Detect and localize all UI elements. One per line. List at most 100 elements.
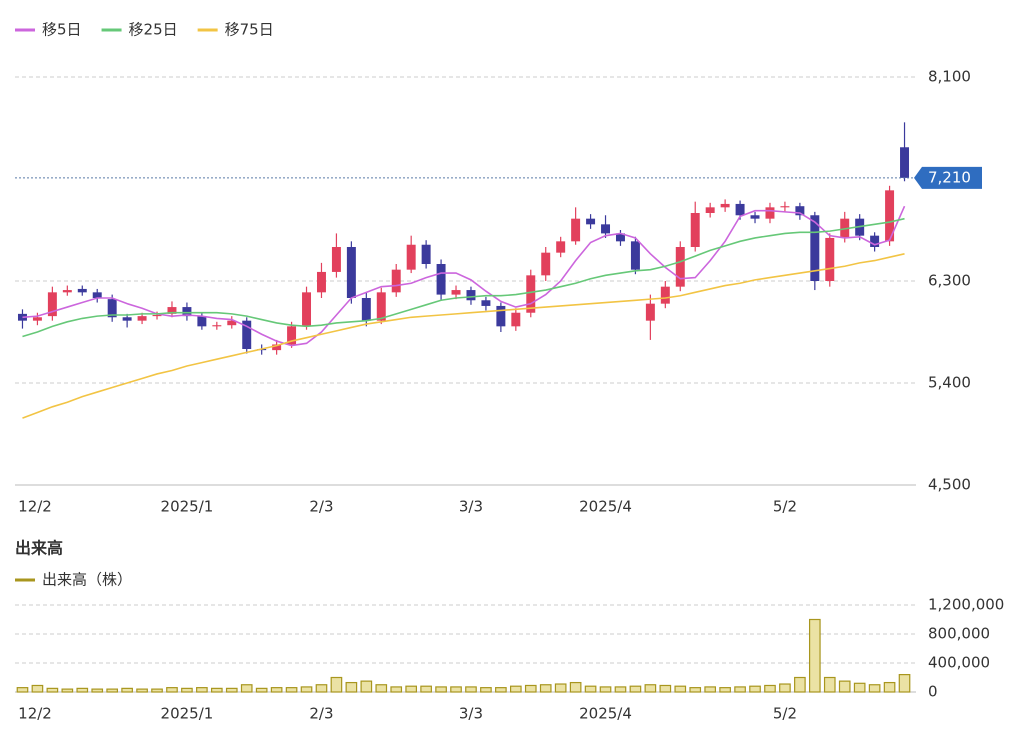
- candle-body: [107, 299, 117, 318]
- volume-bar: [524, 684, 537, 693]
- volume-bar: [808, 618, 821, 693]
- volume-bar: [764, 684, 776, 693]
- volume-bar: [225, 687, 238, 693]
- candle-body: [705, 207, 715, 213]
- candle-body: [167, 307, 177, 314]
- candle-body: [92, 292, 102, 298]
- candle-body: [17, 313, 27, 321]
- candle-body: [690, 213, 700, 247]
- volume-bar: [375, 684, 388, 693]
- volume-bar: [300, 686, 313, 693]
- candle-body: [436, 264, 446, 295]
- volume-bar: [465, 686, 477, 693]
- x-tick-label: 2/3: [309, 705, 333, 723]
- volume-bar: [31, 684, 44, 693]
- y-tick-label: 8,100: [928, 68, 971, 86]
- candle-body: [511, 312, 521, 327]
- ma-line: [22, 217, 905, 338]
- volume-bar: [734, 686, 746, 693]
- volume-bar: [46, 687, 59, 693]
- candle-body: [735, 203, 745, 216]
- volume-bar: [554, 683, 567, 693]
- volume-bar: [868, 684, 881, 693]
- x-tick-label: 2025/4: [579, 705, 632, 723]
- volume-bar: [689, 687, 702, 693]
- candle-body: [406, 244, 416, 270]
- x-tick-label: 12/2: [18, 705, 52, 723]
- legend-label: 移25日: [129, 21, 178, 39]
- candle-body: [556, 241, 566, 253]
- ma-line: [22, 253, 905, 419]
- volume-bar: [450, 686, 462, 693]
- volume-bar: [255, 687, 268, 693]
- volume-bar: [315, 684, 328, 693]
- volume-bar: [196, 687, 208, 693]
- volume-bar: [584, 685, 597, 693]
- candle-body: [765, 207, 775, 219]
- volume-bar: [779, 683, 791, 693]
- volume-bar: [480, 687, 492, 693]
- volume-bar: [838, 680, 851, 693]
- x-tick-label: 5/2: [773, 705, 797, 723]
- candle-body: [675, 247, 685, 287]
- y-tick-label: 0: [928, 683, 938, 701]
- volume-bar: [210, 687, 223, 693]
- volume-bar: [435, 686, 447, 693]
- candle-body: [526, 275, 536, 313]
- volume-bar: [76, 687, 89, 693]
- legend-label: 出来高（株）: [42, 571, 132, 589]
- candle-body: [780, 206, 790, 208]
- candle-body: [720, 203, 730, 208]
- candle-body: [810, 215, 820, 281]
- volume-bar: [181, 687, 193, 693]
- candle-body: [795, 206, 805, 216]
- candle-body: [825, 237, 835, 281]
- x-tick-label: 3/3: [459, 498, 483, 516]
- volume-bar: [674, 685, 687, 693]
- candle-body: [227, 320, 237, 326]
- candle-body: [361, 298, 371, 321]
- x-tick-label: 2025/1: [161, 498, 214, 516]
- candle-body: [421, 244, 431, 264]
- candle-body: [47, 292, 57, 317]
- volume-bar: [16, 687, 29, 693]
- candle-body: [615, 233, 625, 242]
- x-tick-label: 2025/1: [161, 705, 214, 723]
- candle-body: [601, 224, 611, 234]
- candle-body: [137, 316, 147, 321]
- volume-title: 出来高: [15, 539, 63, 558]
- volume-bar: [629, 685, 642, 693]
- volume-bar: [495, 687, 507, 693]
- candle-body: [122, 317, 132, 321]
- volume-bar: [285, 687, 298, 693]
- candle-body: [376, 292, 386, 321]
- volume-bar: [166, 687, 178, 693]
- volume-bar: [794, 676, 806, 693]
- volume-bar: [823, 676, 836, 693]
- candle-body: [451, 290, 461, 295]
- x-tick-label: 5/2: [773, 498, 797, 516]
- x-tick-label: 2/3: [309, 498, 333, 516]
- volume-bar: [151, 688, 163, 693]
- volume-bar: [360, 680, 373, 693]
- candle-body: [645, 303, 655, 321]
- candle-body: [750, 215, 760, 219]
- candle-body: [32, 317, 42, 321]
- volume-bar: [420, 685, 432, 693]
- candle-body: [331, 247, 341, 272]
- x-tick-label: 2025/4: [579, 498, 632, 516]
- y-tick-label: 6,300: [928, 272, 971, 290]
- candle-body: [272, 344, 282, 351]
- last-price-label: 7,210: [928, 168, 971, 186]
- candle-body: [660, 286, 670, 304]
- candle-body: [630, 241, 640, 270]
- volume-bar: [345, 681, 358, 693]
- volume-bar: [330, 676, 343, 693]
- candle-body: [182, 307, 192, 317]
- y-tick-label: 1,200,000: [928, 596, 1004, 614]
- candle-body: [316, 271, 326, 293]
- x-tick-label: 3/3: [459, 705, 483, 723]
- volume-bar: [704, 686, 717, 693]
